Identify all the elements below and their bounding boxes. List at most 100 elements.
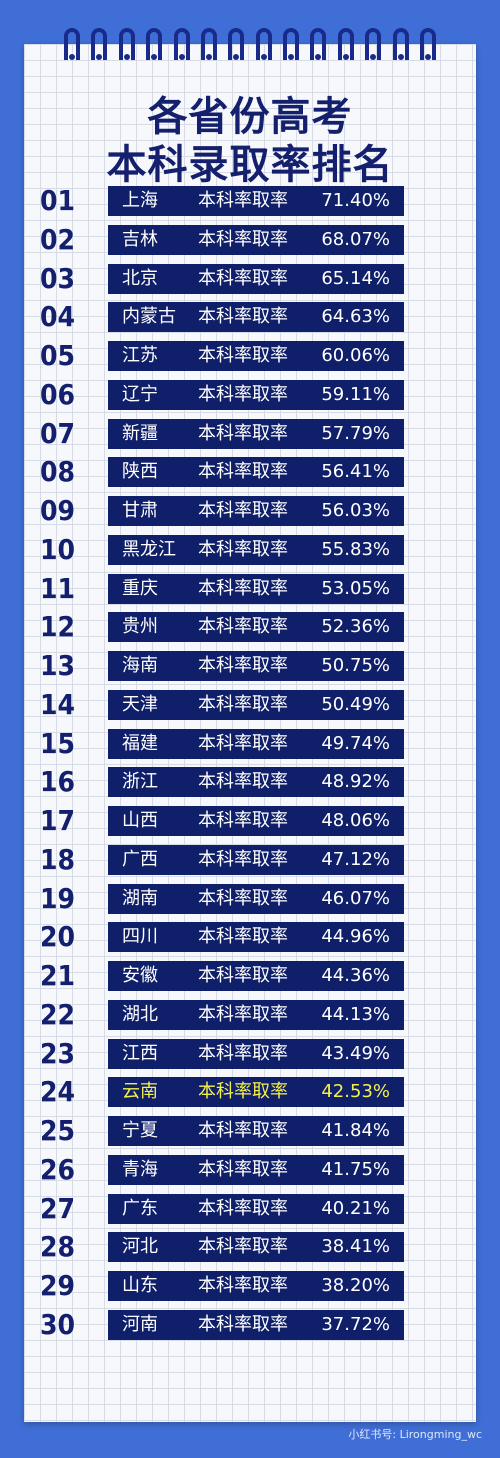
province-name: 广东 bbox=[122, 1197, 158, 1219]
ring-icon bbox=[228, 28, 245, 60]
ranking-row: 26 青海 本科率取率 41.75% bbox=[40, 1153, 410, 1186]
rank-number: 05 bbox=[40, 339, 76, 372]
ranking-row: 20 四川 本科率取率 44.96% bbox=[40, 920, 410, 953]
ranking-bar: 重庆 本科率取率 53.05% bbox=[108, 573, 404, 604]
rate-label: 本科率取率 bbox=[198, 228, 288, 250]
rank-number: 25 bbox=[40, 1114, 76, 1147]
rank-number: 06 bbox=[40, 377, 76, 411]
rate-label: 本科率取率 bbox=[198, 1003, 288, 1025]
rank-number: 21 bbox=[40, 959, 76, 992]
province-name: 陕西 bbox=[122, 461, 158, 483]
rate-label: 本科率取率 bbox=[198, 693, 288, 715]
rate-label: 本科率取率 bbox=[198, 926, 288, 948]
ranking-bar: 甘肃 本科率取率 56.03% bbox=[108, 496, 404, 526]
rank-number: 11 bbox=[40, 571, 76, 605]
rate-label: 本科率取率 bbox=[198, 1313, 288, 1335]
rank-number: 01 bbox=[40, 184, 76, 217]
ranking-row: 30 河南 本科率取率 37.72% bbox=[40, 1307, 410, 1341]
ranking-row: 10 黑龙江 本科率取率 55.83% bbox=[40, 533, 410, 566]
province-name: 湖北 bbox=[122, 1003, 158, 1025]
rate-label: 本科率取率 bbox=[198, 771, 288, 793]
ranking-row: 06 辽宁 本科率取率 59.11% bbox=[40, 377, 410, 411]
province-name: 宁夏 bbox=[122, 1120, 158, 1141]
province-name: 贵州 bbox=[122, 616, 158, 638]
ranking-row: 12 贵州 本科率取率 52.36% bbox=[40, 610, 410, 644]
rate-label: 本科率取率 bbox=[198, 965, 288, 986]
rank-number: 09 bbox=[40, 494, 76, 527]
ranking-bar: 天津 本科率取率 50.49% bbox=[108, 689, 404, 720]
rate-label: 本科率取率 bbox=[198, 1042, 288, 1064]
ring-icon bbox=[310, 28, 327, 60]
province-name: 海南 bbox=[122, 655, 158, 676]
ring-icon bbox=[337, 28, 354, 60]
ranking-row: 08 陕西 本科率取率 56.41% bbox=[40, 455, 410, 489]
ring-icon bbox=[91, 28, 108, 60]
rate-value: 37.72% bbox=[321, 1313, 390, 1335]
ring-icon bbox=[173, 28, 190, 60]
ranking-row: 22 湖北 本科率取率 44.13% bbox=[40, 997, 410, 1031]
rate-value: 59.11% bbox=[321, 383, 390, 405]
ranking-row: 29 山东 本科率取率 38.20% bbox=[40, 1269, 410, 1302]
rank-number: 30 bbox=[40, 1307, 76, 1341]
ranking-bar: 河北 本科率取率 38.41% bbox=[108, 1232, 404, 1263]
rate-label: 本科率取率 bbox=[198, 1236, 288, 1258]
ranking-bar: 陕西 本科率取率 56.41% bbox=[108, 457, 404, 488]
ranking-bar: 河南 本科率取率 37.72% bbox=[108, 1309, 404, 1340]
ranking-bar: 海南 本科率取率 50.75% bbox=[108, 651, 404, 681]
ranking-bar: 吉林 本科率取率 68.07% bbox=[108, 224, 404, 255]
ring-icon bbox=[392, 28, 409, 60]
province-name: 甘肃 bbox=[122, 500, 158, 521]
ranking-row: 21 安徽 本科率取率 44.36% bbox=[40, 959, 410, 992]
rate-label: 本科率取率 bbox=[198, 1158, 288, 1180]
rate-value: 50.49% bbox=[321, 693, 390, 715]
ring-icon bbox=[283, 28, 299, 60]
page-subtitle: 本科录取率排名 bbox=[106, 142, 394, 188]
rank-number: 18 bbox=[40, 842, 76, 876]
rate-value: 71.40% bbox=[321, 190, 390, 211]
ranking-row: 23 江西 本科率取率 43.49% bbox=[40, 1036, 410, 1070]
ranking-row: 16 浙江 本科率取率 48.92% bbox=[40, 765, 410, 798]
ranking-bar: 浙江 本科率取率 48.92% bbox=[108, 767, 404, 798]
ring-icon bbox=[64, 28, 80, 60]
ranking-bar: 江苏 本科率取率 60.06% bbox=[108, 341, 404, 371]
rank-number: 23 bbox=[40, 1036, 76, 1070]
province-name: 四川 bbox=[122, 926, 158, 948]
province-name: 北京 bbox=[122, 267, 158, 289]
rate-value: 44.36% bbox=[321, 965, 390, 986]
ring-icon bbox=[146, 28, 163, 60]
rank-number: 22 bbox=[40, 997, 76, 1031]
ranking-row: 17 山西 本科率取率 48.06% bbox=[40, 804, 410, 837]
rate-value: 60.06% bbox=[321, 345, 390, 366]
rate-value: 50.75% bbox=[321, 655, 390, 676]
ranking-bar: 安徽 本科率取率 44.36% bbox=[108, 961, 404, 991]
rank-number: 08 bbox=[40, 455, 76, 489]
province-name: 广西 bbox=[122, 848, 158, 870]
ranking-bar: 辽宁 本科率取率 59.11% bbox=[108, 379, 404, 410]
rank-number: 13 bbox=[40, 649, 76, 682]
ranking-bar: 云南 本科率取率 42.53% bbox=[108, 1077, 404, 1108]
ranking-row: 15 福建 本科率取率 49.74% bbox=[40, 727, 410, 760]
province-name: 湖南 bbox=[122, 887, 158, 909]
province-name: 云南 bbox=[122, 1081, 158, 1103]
province-name: 新疆 bbox=[122, 422, 158, 444]
ranking-bar: 青海 本科率取率 41.75% bbox=[108, 1154, 404, 1185]
rate-label: 本科率取率 bbox=[198, 810, 288, 831]
rate-label: 本科率取率 bbox=[198, 655, 288, 676]
ranking-bar: 山东 本科率取率 38.20% bbox=[108, 1271, 404, 1301]
rank-number: 12 bbox=[40, 610, 76, 644]
ranking-bar: 广西 本科率取率 47.12% bbox=[108, 844, 404, 875]
ranking-row: 14 天津 本科率取率 50.49% bbox=[40, 688, 410, 721]
ring-icon bbox=[200, 28, 217, 60]
ranking-bar: 黑龙江 本科率取率 55.83% bbox=[108, 534, 404, 565]
ranking-row: 13 海南 本科率取率 50.75% bbox=[40, 649, 410, 682]
rate-value: 44.96% bbox=[321, 926, 390, 948]
province-name: 黑龙江 bbox=[122, 538, 176, 560]
province-name: 江西 bbox=[122, 1042, 158, 1064]
rank-number: 27 bbox=[40, 1191, 76, 1225]
rate-label: 本科率取率 bbox=[198, 577, 288, 599]
province-name: 河南 bbox=[122, 1313, 158, 1335]
ranking-row: 27 广东 本科率取率 40.21% bbox=[40, 1191, 410, 1225]
ring-icon bbox=[419, 28, 436, 60]
ranking-bar: 山西 本科率取率 48.06% bbox=[108, 806, 404, 836]
rate-value: 57.79% bbox=[321, 422, 390, 444]
